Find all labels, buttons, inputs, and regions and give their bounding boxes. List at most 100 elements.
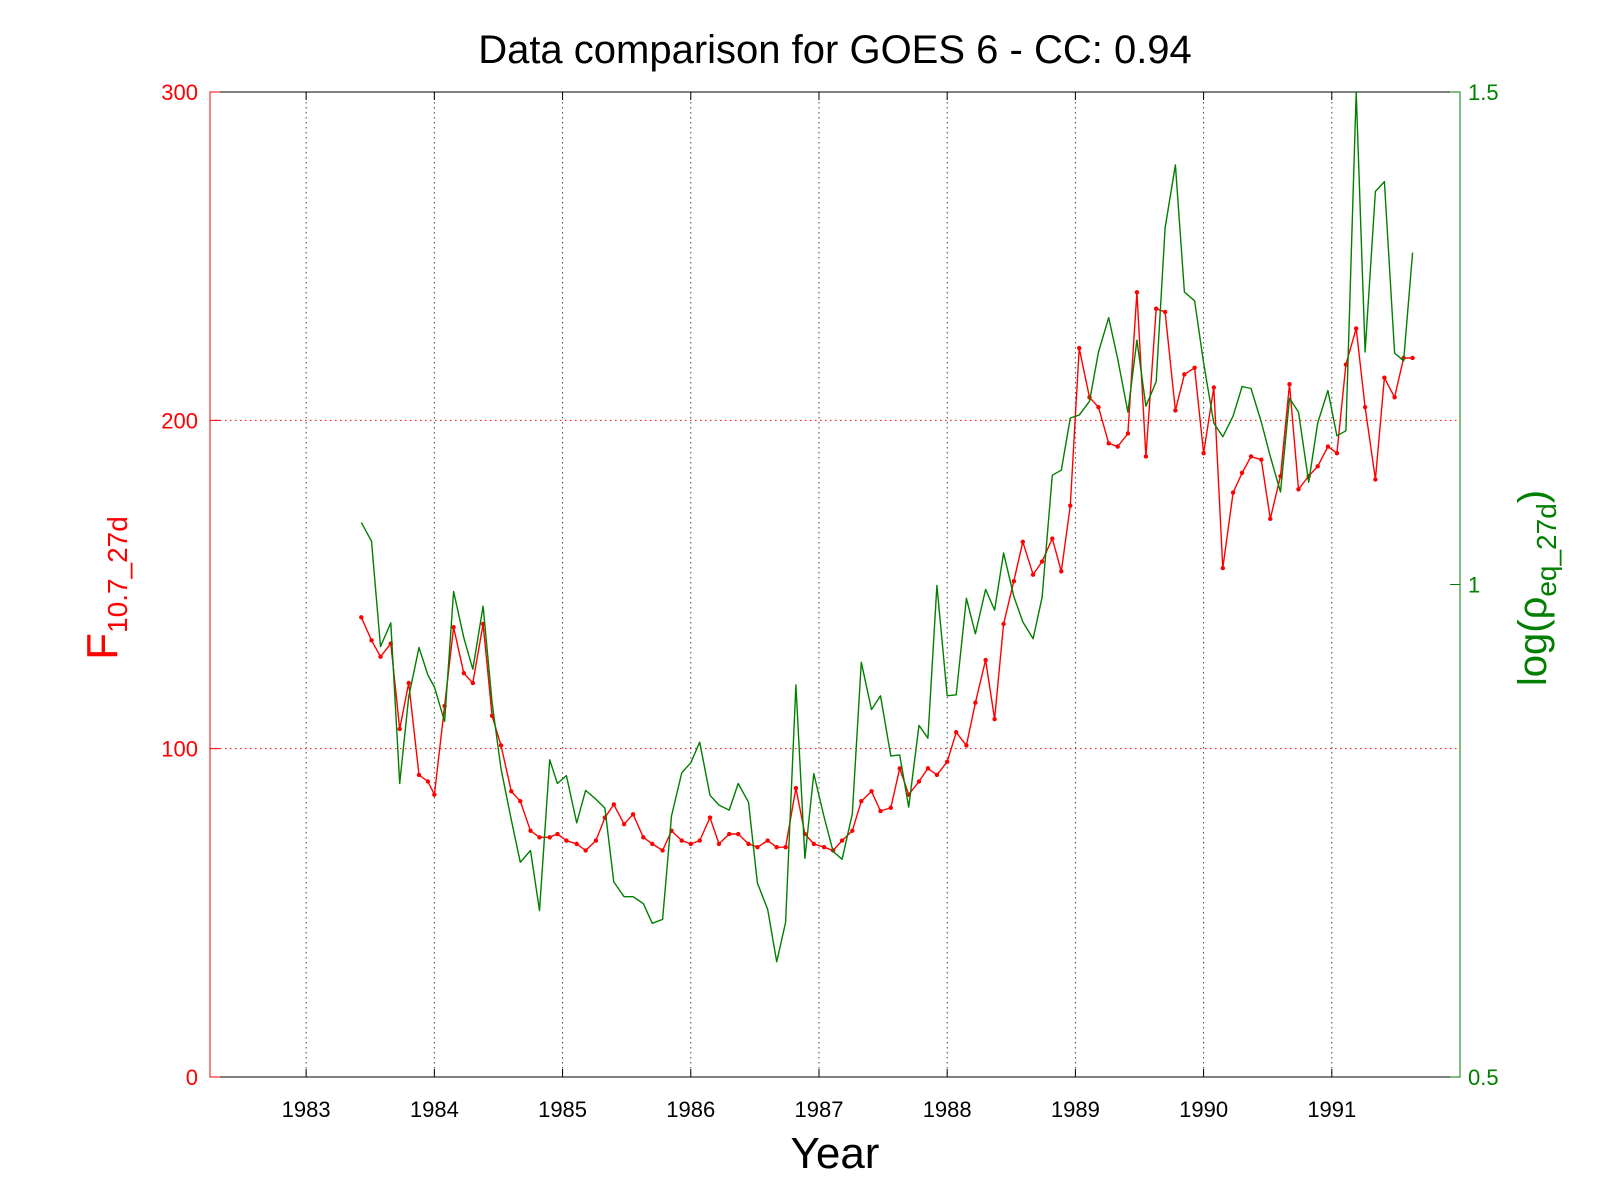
f107-data-point xyxy=(369,638,374,643)
f107-data-point xyxy=(1153,306,1159,311)
f107-data-point xyxy=(983,657,988,663)
f107-data-point xyxy=(1315,464,1320,469)
f107-data-point xyxy=(518,799,523,804)
f107-data-point xyxy=(451,624,456,630)
f107-data-point xyxy=(736,831,741,837)
left-tick-label: 0 xyxy=(186,1065,198,1090)
left-axis-label: F10.7_27d xyxy=(78,516,133,660)
f107-data-point xyxy=(1362,405,1368,410)
f107-data-point xyxy=(1143,454,1149,459)
f107-data-point xyxy=(679,838,684,843)
f107-data-point xyxy=(359,615,364,620)
f107-data-point xyxy=(992,716,997,722)
f107-data-point xyxy=(859,799,864,804)
f107-data-point xyxy=(1343,362,1349,367)
f107-data-point xyxy=(1115,444,1120,449)
f107-data-point xyxy=(1050,536,1055,541)
f107-data-point xyxy=(774,844,779,850)
f107-data-point xyxy=(641,835,646,840)
f107-data-point xyxy=(564,838,569,843)
right-axis-label-main: log(ρ xyxy=(1511,597,1555,686)
f107-data-point xyxy=(1248,454,1254,459)
f107-data-point xyxy=(555,831,560,837)
f107-data-point xyxy=(916,779,922,784)
f107-data-point xyxy=(821,844,827,850)
f107-data-point xyxy=(498,743,504,748)
f107-data-point xyxy=(783,844,788,850)
f107-data-point xyxy=(509,789,514,794)
f107-data-point xyxy=(1382,375,1387,380)
f107-data-point xyxy=(1373,477,1378,482)
f107-data-point xyxy=(1059,569,1064,574)
f107-data-point xyxy=(1134,290,1140,295)
f107-data-point xyxy=(897,766,902,771)
f107-data-point xyxy=(397,726,402,732)
f107-data-point xyxy=(378,654,383,659)
f107-data-point xyxy=(660,848,665,853)
f107-data-point xyxy=(650,841,655,847)
f107-data-point xyxy=(1182,372,1187,377)
f107-data-point xyxy=(1296,487,1301,492)
f107-data-point xyxy=(839,838,845,843)
left-tick-label: 300 xyxy=(161,80,198,105)
f107-data-point xyxy=(925,766,931,771)
f107-data-point xyxy=(1392,395,1397,400)
f107-data-point xyxy=(1030,572,1036,577)
f107-data-point xyxy=(765,838,770,843)
f107-data-point xyxy=(727,831,732,837)
f107-data-point xyxy=(537,835,542,840)
series-log-rho xyxy=(360,91,1414,963)
f107-data-point xyxy=(811,841,817,847)
f107-series-line xyxy=(360,291,1413,852)
f107-data-point xyxy=(1211,385,1217,390)
x-tick-label: 1983 xyxy=(282,1097,331,1122)
f107-data-point xyxy=(432,792,437,797)
f107-data-point xyxy=(878,808,883,814)
f107-data-point xyxy=(1020,539,1026,545)
x-tick-label: 1991 xyxy=(1307,1097,1356,1122)
f107-data-point xyxy=(630,812,636,817)
f107-data-point xyxy=(1011,579,1017,584)
right-tick-label: 1 xyxy=(1468,573,1480,598)
f107-data-point xyxy=(1068,503,1073,508)
f107-data-point xyxy=(1353,326,1359,331)
f107-data-point xyxy=(1325,444,1331,449)
f107-data-point xyxy=(1201,450,1206,456)
grid xyxy=(210,92,1460,1077)
x-tick-label: 1987 xyxy=(794,1097,843,1122)
f107-data-point xyxy=(1162,309,1168,315)
f107-data-point xyxy=(406,680,411,686)
f107-data-point xyxy=(1334,450,1340,456)
f107-data-point xyxy=(1106,441,1111,446)
left-tick-label: 200 xyxy=(161,408,198,433)
f107-data-point xyxy=(1410,355,1415,361)
f107-data-point xyxy=(755,844,760,850)
right-axis-label-sub: eq_27d xyxy=(1531,503,1562,596)
f107-data-point xyxy=(793,785,799,791)
f107-data-point xyxy=(697,838,702,843)
right-axis-label: log(ρeq_27d) xyxy=(1511,490,1562,686)
f107-data-point xyxy=(1268,516,1273,522)
f107-data-point xyxy=(888,805,893,810)
ticks: 1983 1984 1985 1986 1987 1988 1989 1990 1991 0 100… xyxy=(161,80,1498,1122)
f107-data-point xyxy=(611,802,617,807)
f107-data-point xyxy=(1239,470,1245,476)
f107-data-point xyxy=(461,670,467,676)
f107-data-point xyxy=(593,838,599,843)
x-tick-label: 1989 xyxy=(1051,1097,1100,1122)
right-tick-label: 1.5 xyxy=(1468,80,1499,105)
f107-data-point xyxy=(934,772,940,778)
left-axis-label-sub: 10.7_27d xyxy=(102,516,133,633)
right-tick-label: 0.5 xyxy=(1468,1065,1499,1090)
f107-data-point xyxy=(953,730,959,735)
f107-data-point xyxy=(707,815,713,820)
x-axis-label: Year xyxy=(791,1129,880,1178)
x-tick-label: 1988 xyxy=(923,1097,972,1122)
chart-title: Data comparison for GOES 6 - CC: 0.94 xyxy=(478,28,1192,72)
f107-data-point xyxy=(1287,382,1292,387)
f107-data-point xyxy=(1259,457,1264,462)
f107-data-point xyxy=(944,759,950,764)
f107-data-point xyxy=(716,841,722,847)
f107-data-point xyxy=(1077,345,1082,351)
